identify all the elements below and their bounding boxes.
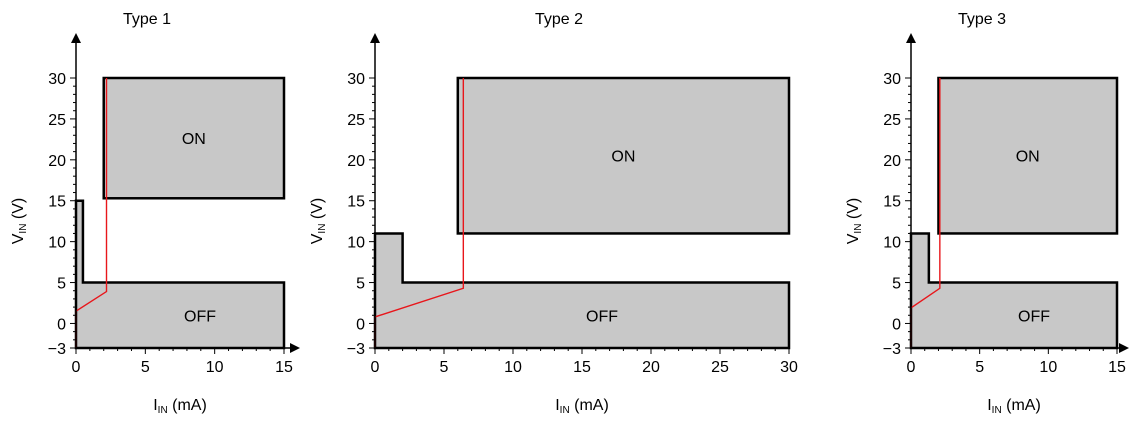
y-axis-arrow: [71, 33, 81, 43]
y-axis-label-base: V: [845, 233, 862, 244]
y-axis-label-sub: IN: [18, 224, 29, 234]
y-axis-label-sub: IN: [853, 224, 864, 234]
x-axis-arrow: [1119, 343, 1129, 353]
on-region: [102, 76, 286, 200]
x-tick-label: 0: [72, 359, 81, 376]
x-tick-label: 5: [440, 359, 449, 376]
chart-title: Type 3: [958, 11, 1006, 28]
x-axis-label: IIN (mA): [987, 397, 1041, 416]
x-axis-label-sub: IN: [560, 405, 570, 416]
y-tick-label: 0: [57, 316, 66, 333]
y-tick-label: 30: [48, 71, 66, 88]
y-tick-label: 20: [883, 153, 901, 170]
x-tick-label: 0: [371, 359, 380, 376]
y-tick-label: 25: [883, 112, 901, 129]
off-region-label: OFF: [1018, 308, 1050, 325]
y-tick-label: 0: [356, 316, 365, 333]
y-tick-label: 20: [48, 153, 66, 170]
on-region-label: ON: [611, 149, 635, 166]
y-tick-label: 30: [883, 71, 901, 88]
on-region-label: ON: [182, 131, 206, 148]
on-region-label: ON: [1016, 149, 1040, 166]
x-tick-label: 0: [907, 359, 916, 376]
off-region-label: OFF: [586, 308, 618, 325]
x-tick-label: 15: [573, 359, 591, 376]
y-axis-arrow: [370, 33, 380, 43]
y-axis-label-base: V: [309, 233, 326, 244]
x-tick-label: 20: [642, 359, 660, 376]
x-axis-label-unit: (mA): [1002, 397, 1041, 414]
x-tick-label: 10: [1039, 359, 1057, 376]
x-tick-label: 30: [780, 359, 798, 376]
y-tick-label: −3: [48, 341, 66, 358]
x-tick-label: 5: [975, 359, 984, 376]
x-tick-label: 25: [711, 359, 729, 376]
y-axis-label: VIN (V): [309, 198, 328, 244]
y-axis-label: VIN (V): [10, 198, 29, 244]
y-tick-label: 15: [48, 194, 66, 211]
y-tick-label: 20: [347, 153, 365, 170]
on-region: [937, 76, 1119, 235]
y-tick-label: 25: [48, 112, 66, 129]
x-axis-label: IIN (mA): [153, 397, 207, 416]
y-tick-label: 10: [883, 235, 901, 252]
chart-title: Type 2: [535, 11, 583, 28]
y-axis-label: VIN (V): [845, 198, 864, 244]
x-axis-label-unit: (mA): [570, 397, 609, 414]
x-tick-label: 15: [275, 359, 293, 376]
chart-title: Type 1: [123, 11, 171, 28]
y-tick-label: 5: [356, 276, 365, 293]
x-tick-label: 10: [206, 359, 224, 376]
x-axis-label-base: I: [987, 397, 991, 414]
y-axis-label-unit: (V): [10, 198, 27, 224]
y-tick-label: −3: [883, 341, 901, 358]
y-axis-arrow: [906, 33, 916, 43]
x-tick-label: 15: [1108, 359, 1126, 376]
off-region: [373, 232, 791, 350]
y-axis-label-sub: IN: [317, 224, 328, 234]
y-tick-label: 30: [347, 71, 365, 88]
y-tick-label: −3: [347, 341, 365, 358]
y-tick-label: 5: [892, 276, 901, 293]
y-tick-label: 25: [347, 112, 365, 129]
y-tick-label: 0: [892, 316, 901, 333]
y-tick-label: 10: [347, 235, 365, 252]
x-axis-arrow: [290, 343, 300, 353]
x-tick-label: 5: [141, 359, 150, 376]
on-region: [456, 76, 791, 235]
x-tick-label: 10: [504, 359, 522, 376]
x-axis-label-base: I: [555, 397, 559, 414]
off-region-label: OFF: [184, 308, 216, 325]
x-axis-label-sub: IN: [992, 405, 1002, 416]
y-axis-label-unit: (V): [309, 198, 326, 224]
y-tick-label: 15: [347, 194, 365, 211]
y-tick-label: 15: [883, 194, 901, 211]
x-axis-label-base: I: [153, 397, 157, 414]
off-region: [909, 232, 1119, 350]
x-axis-label-sub: IN: [158, 405, 168, 416]
y-tick-label: 5: [57, 276, 66, 293]
y-tick-label: 10: [48, 235, 66, 252]
x-axis-label: IIN (mA): [555, 397, 609, 416]
y-axis-label-unit: (V): [845, 198, 862, 224]
y-axis-label-base: V: [10, 233, 27, 244]
x-axis-label-unit: (mA): [168, 397, 207, 414]
